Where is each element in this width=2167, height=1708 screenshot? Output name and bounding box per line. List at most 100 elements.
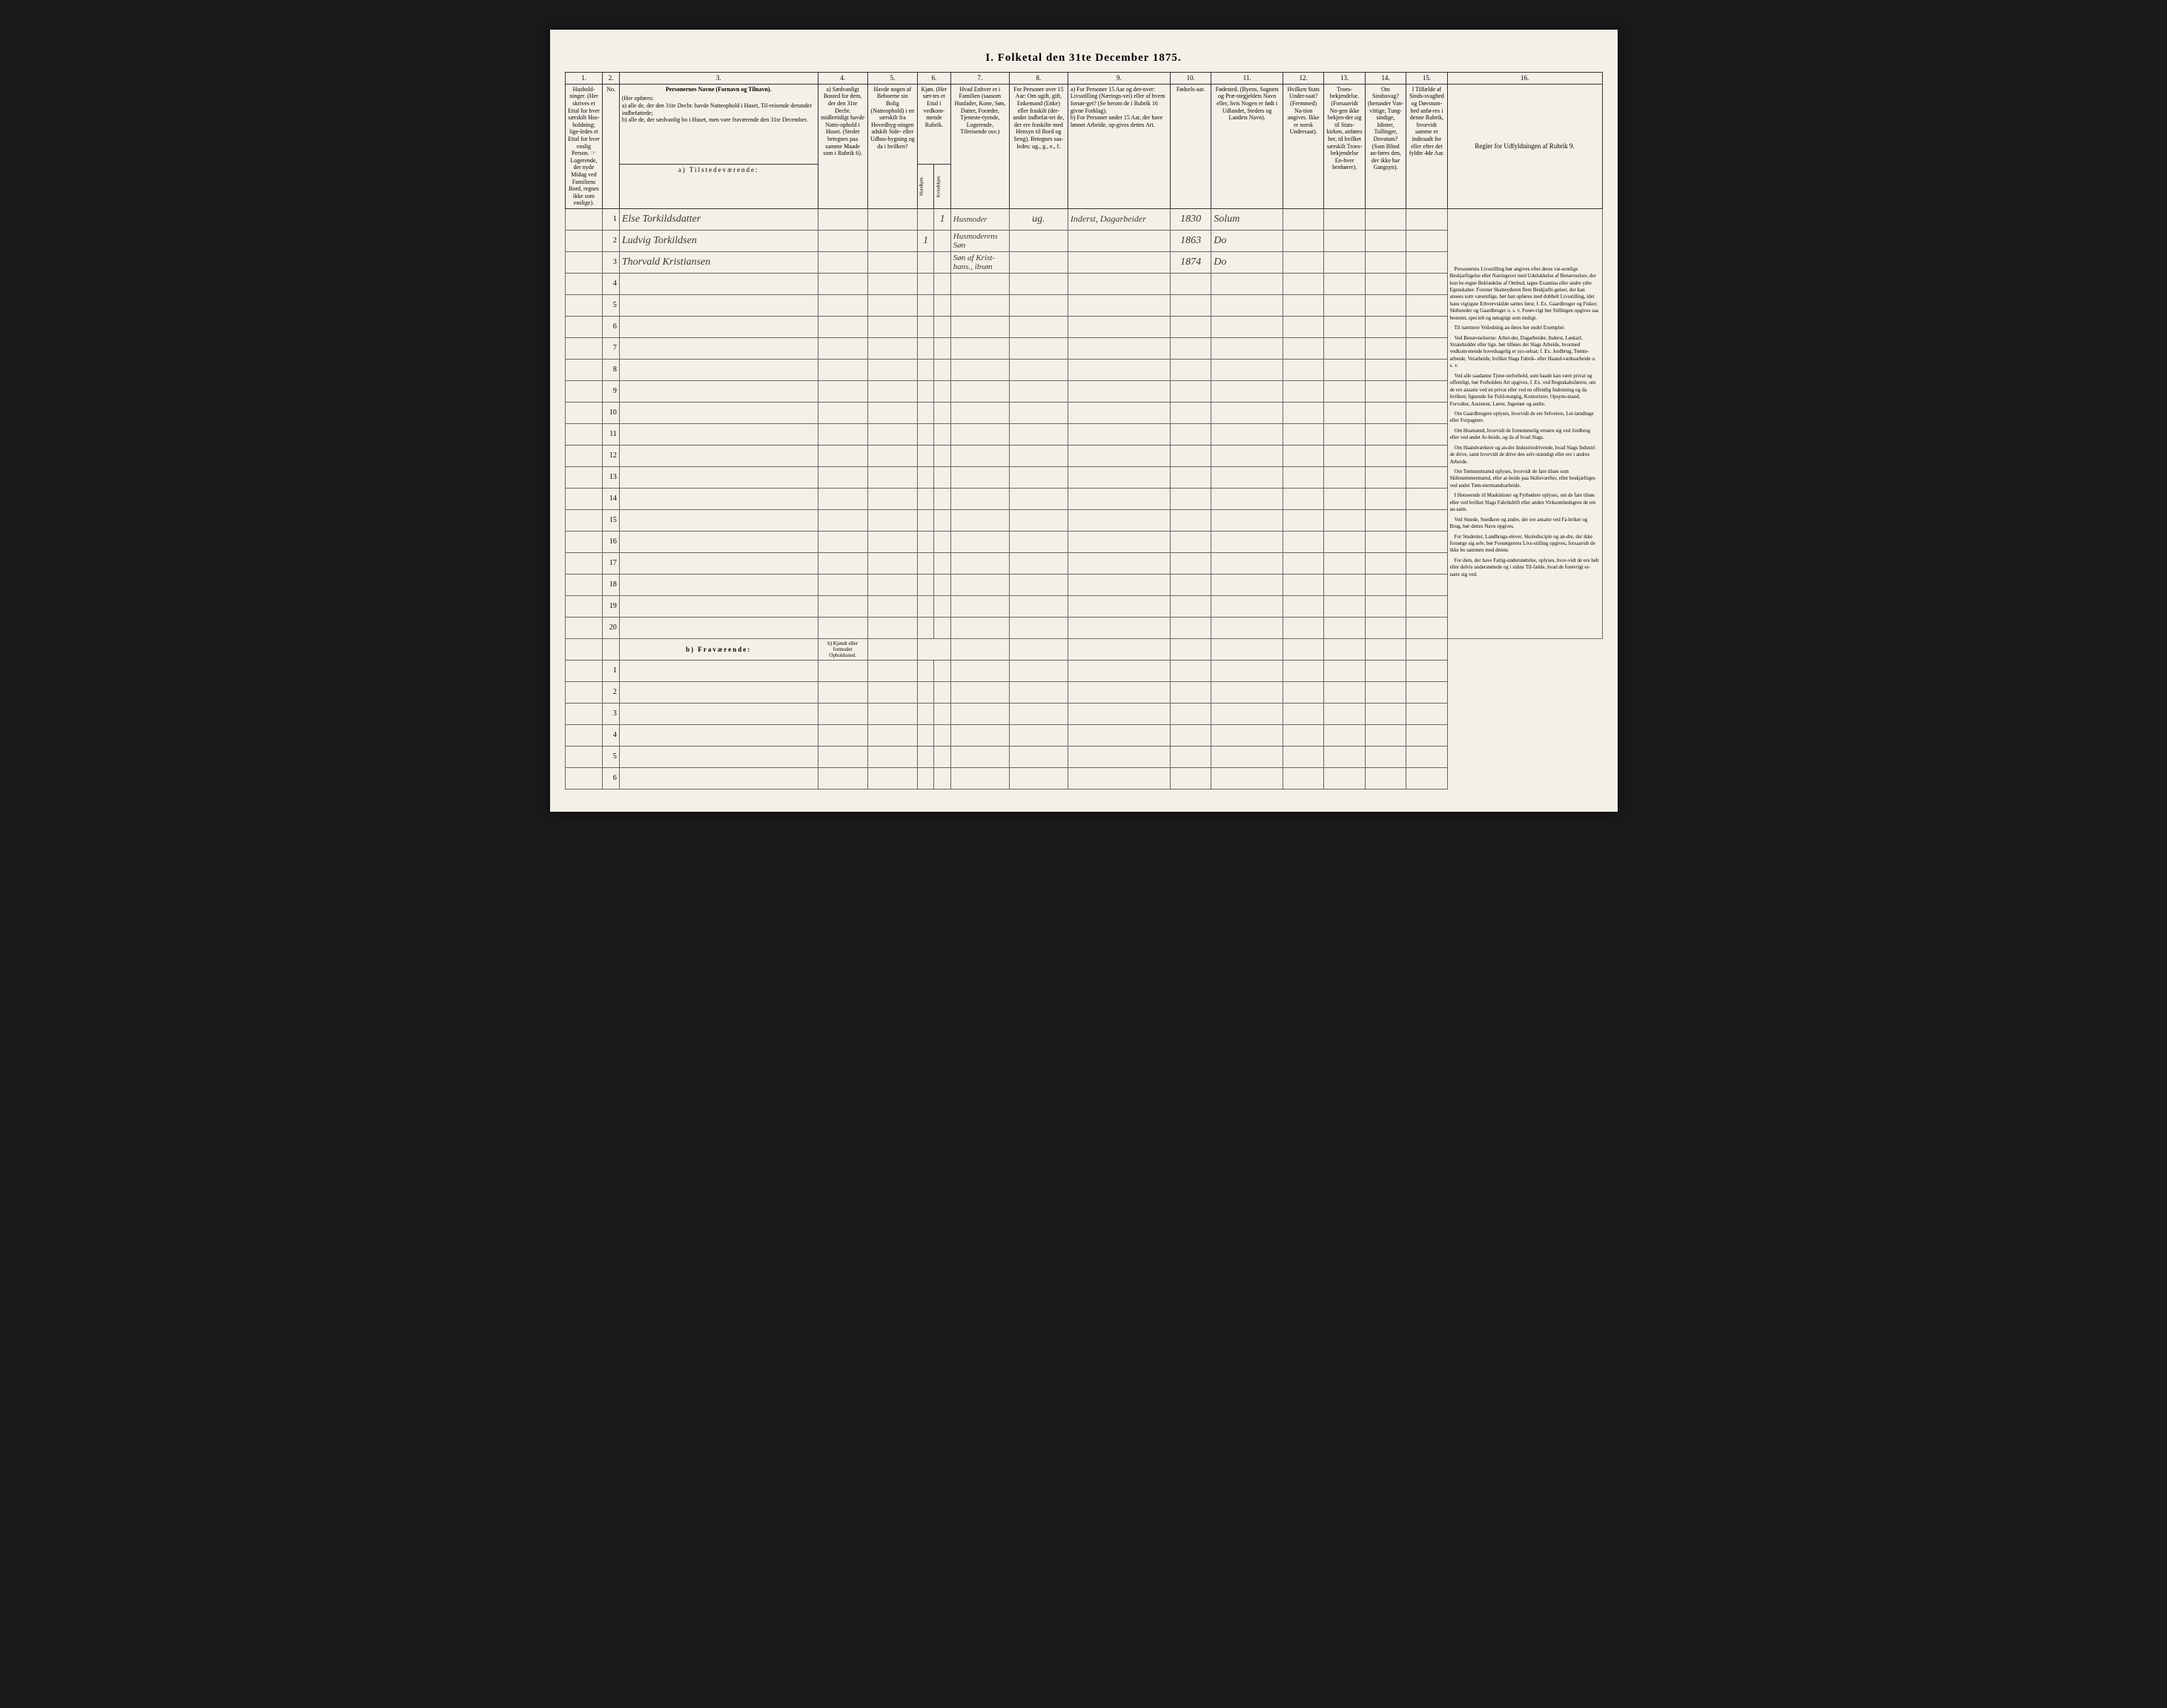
cell-13 [1324,316,1365,337]
cell-5 [867,230,917,251]
cell-aar [1170,746,1211,767]
cell-aar [1170,767,1211,789]
cell-6m [917,767,933,789]
cell-12 [1283,445,1323,466]
table-row: 18 [565,574,1602,595]
cell-14 [1365,445,1406,466]
cell-5 [867,660,917,681]
col-num-1: 1. [565,73,603,85]
cell-12 [1283,703,1323,724]
cell-4 [818,208,867,230]
cell-12 [1283,724,1323,746]
cell-14 [1365,359,1406,380]
cell-stilling: Inderst, Dagarbeider [1068,208,1170,230]
cell-fam [950,724,1009,746]
cell-6k [934,251,950,273]
cell-name [619,488,818,509]
cell-13 [1324,294,1365,316]
cell-name [619,531,818,552]
cell-household [565,681,603,703]
column-number-row: 1. 2. 3. 4. 5. 6. 7. 8. 9. 10. 11. 12. 1… [565,73,1602,85]
cell-12 [1283,423,1323,445]
cell-name [619,466,818,488]
cell-12 [1283,595,1323,617]
cell-rownum: 4 [603,273,619,294]
cell-14 [1365,617,1406,638]
cell-fam [950,660,1009,681]
cell-household [565,552,603,574]
table-row: 2 Ludvig Torkildsen 1 Husmoderens Søn 18… [565,230,1602,251]
cell-name [619,316,818,337]
cell-13 [1324,595,1365,617]
cell-4 [818,316,867,337]
cell-14 [1365,703,1406,724]
cell-5 [867,531,917,552]
cell-6k [934,617,950,638]
header-11: Fødested. (Byens, Sognets og Præ-stegjel… [1211,84,1283,208]
cell-15 [1406,466,1447,488]
cell-aar [1170,681,1211,703]
cell-aar [1170,423,1211,445]
cell-fam [950,617,1009,638]
cell-6m [917,746,933,767]
cell-6k [934,767,950,789]
cell-5 [867,681,917,703]
cell-stilling [1068,703,1170,724]
cell-aar [1170,617,1211,638]
cell-fam: Husmoderens Søn [950,230,1009,251]
cell-14 [1365,574,1406,595]
cell-aar [1170,531,1211,552]
cell-14 [1365,724,1406,746]
cell-5 [867,445,917,466]
cell-name [619,746,818,767]
cell-6m [917,660,933,681]
col-num-13: 13. [1324,73,1365,85]
cell-stilling [1068,316,1170,337]
cell-sted: Do [1211,230,1283,251]
cell-14 [1365,402,1406,423]
cell-6k [934,681,950,703]
cell-sted [1211,337,1283,359]
cell-name: Thorvald Kristiansen [619,251,818,273]
cell-6k [934,402,950,423]
cell-6k [934,724,950,746]
cell-stilling [1068,466,1170,488]
cell-aar [1170,660,1211,681]
cell-name [619,617,818,638]
cell-14 [1365,552,1406,574]
header-7: Hvad Enhver er i Familien (saasom Husfad… [950,84,1009,208]
cell-12 [1283,380,1323,402]
cell-6k [934,230,950,251]
cell-aar [1170,488,1211,509]
cell-name [619,423,818,445]
cell-12 [1283,681,1323,703]
cell-stilling [1068,251,1170,273]
cell-6m [917,531,933,552]
cell-sted [1211,746,1283,767]
cell-6m [917,316,933,337]
cell-fam [950,509,1009,531]
cell-aar: 1863 [1170,230,1211,251]
cell-status [1009,617,1068,638]
col-num-9: 9. [1068,73,1170,85]
cell-12 [1283,402,1323,423]
cell-household [565,595,603,617]
present-rows: 1 Else Torkildsdatter 1 Husmoder ug. Ind… [565,208,1602,638]
header-9: a) For Personer 15 Aar og der-over: Livs… [1068,84,1170,208]
cell-6k [934,660,950,681]
cell-4 [818,531,867,552]
cell-4 [818,595,867,617]
table-row: 9 [565,380,1602,402]
cell-sted [1211,531,1283,552]
cell-5 [867,552,917,574]
cell-6k [934,273,950,294]
cell-6k [934,574,950,595]
cell-6m [917,703,933,724]
cell-stilling [1068,767,1170,789]
cell-13 [1324,402,1365,423]
cell-sted [1211,681,1283,703]
cell-14 [1365,380,1406,402]
table-row: 8 [565,359,1602,380]
cell-15 [1406,703,1447,724]
cell-status [1009,724,1068,746]
